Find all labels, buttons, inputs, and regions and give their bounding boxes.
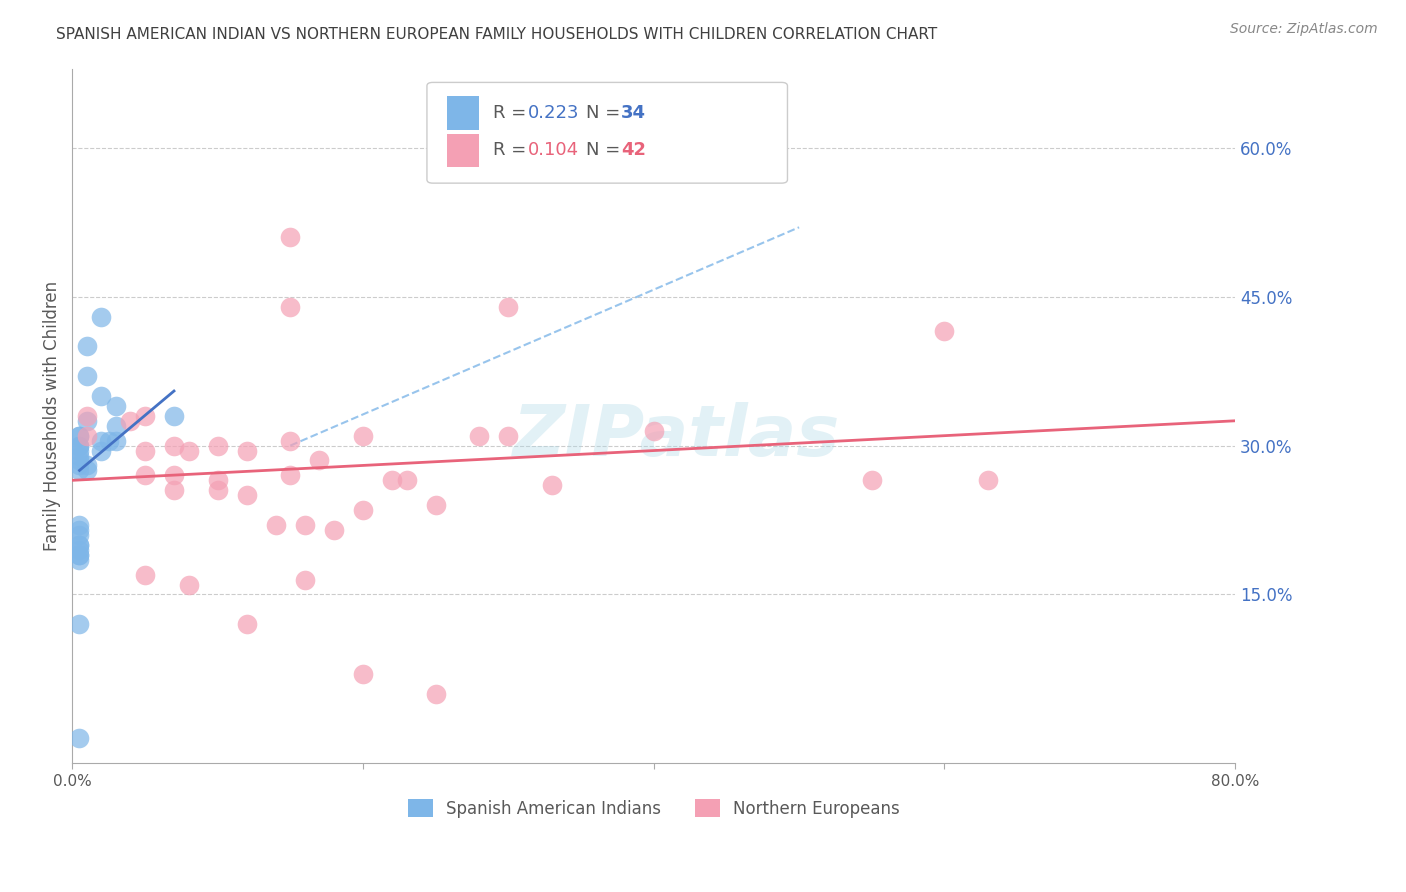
Point — [104, 418, 127, 433]
Point — [294, 573, 316, 587]
FancyBboxPatch shape — [447, 96, 479, 129]
Text: 0.223: 0.223 — [529, 104, 579, 122]
Point — [381, 473, 404, 487]
Point — [134, 567, 156, 582]
Point — [468, 428, 491, 442]
Point — [69, 463, 91, 477]
Point — [278, 230, 301, 244]
FancyBboxPatch shape — [447, 134, 479, 167]
Point — [425, 687, 447, 701]
Point — [120, 414, 142, 428]
Point — [352, 428, 374, 442]
Point — [134, 443, 156, 458]
Point — [69, 439, 91, 453]
Point — [90, 434, 112, 448]
Text: Source: ZipAtlas.com: Source: ZipAtlas.com — [1230, 22, 1378, 37]
Y-axis label: Family Households with Children: Family Households with Children — [44, 281, 60, 551]
Point — [69, 528, 91, 542]
Point — [498, 428, 520, 442]
Text: ZIPatlas: ZIPatlas — [513, 402, 841, 471]
Point — [235, 617, 257, 632]
Point — [69, 538, 91, 552]
Point — [90, 443, 112, 458]
Point — [69, 428, 91, 442]
Point — [177, 443, 200, 458]
Point — [425, 498, 447, 512]
Point — [69, 449, 91, 463]
Point — [90, 310, 112, 324]
Legend: Spanish American Indians, Northern Europeans: Spanish American Indians, Northern Europ… — [401, 793, 907, 824]
Point — [104, 399, 127, 413]
Text: R =: R = — [494, 142, 533, 160]
Point — [177, 577, 200, 591]
Point — [860, 473, 883, 487]
Point — [278, 300, 301, 314]
Point — [395, 473, 418, 487]
Point — [69, 548, 91, 562]
Point — [76, 409, 98, 423]
Point — [278, 468, 301, 483]
Point — [643, 424, 665, 438]
Point — [163, 439, 186, 453]
Point — [69, 538, 91, 552]
Point — [69, 552, 91, 566]
Point — [134, 409, 156, 423]
Point — [308, 453, 330, 467]
FancyBboxPatch shape — [427, 82, 787, 183]
Point — [163, 483, 186, 498]
Point — [207, 483, 229, 498]
Point — [352, 503, 374, 517]
Point — [69, 443, 91, 458]
Point — [76, 369, 98, 384]
Point — [104, 434, 127, 448]
Point — [163, 409, 186, 423]
Point — [69, 548, 91, 562]
Point — [76, 414, 98, 428]
Point — [235, 443, 257, 458]
Point — [69, 617, 91, 632]
Point — [352, 666, 374, 681]
Point — [278, 434, 301, 448]
Text: 34: 34 — [621, 104, 647, 122]
Text: 0.104: 0.104 — [529, 142, 579, 160]
Text: SPANISH AMERICAN INDIAN VS NORTHERN EUROPEAN FAMILY HOUSEHOLDS WITH CHILDREN COR: SPANISH AMERICAN INDIAN VS NORTHERN EURO… — [56, 27, 938, 42]
Point — [69, 518, 91, 533]
Point — [69, 428, 91, 442]
Point — [97, 434, 120, 448]
Point — [69, 731, 91, 746]
Point — [76, 458, 98, 473]
Point — [294, 518, 316, 533]
Text: N =: N = — [586, 142, 626, 160]
Point — [264, 518, 287, 533]
Point — [541, 478, 564, 492]
Point — [235, 488, 257, 502]
Point — [69, 523, 91, 537]
Point — [69, 439, 91, 453]
Point — [69, 458, 91, 473]
Point — [134, 468, 156, 483]
Point — [207, 439, 229, 453]
Text: N =: N = — [586, 104, 626, 122]
Point — [977, 473, 1000, 487]
Point — [934, 325, 956, 339]
Point — [322, 523, 344, 537]
Point — [76, 463, 98, 477]
Point — [498, 300, 520, 314]
Point — [69, 542, 91, 557]
Point — [207, 473, 229, 487]
Point — [76, 428, 98, 442]
Text: 42: 42 — [621, 142, 647, 160]
Text: R =: R = — [494, 104, 533, 122]
Point — [90, 389, 112, 403]
Point — [76, 339, 98, 353]
Point — [69, 453, 91, 467]
Point — [163, 468, 186, 483]
